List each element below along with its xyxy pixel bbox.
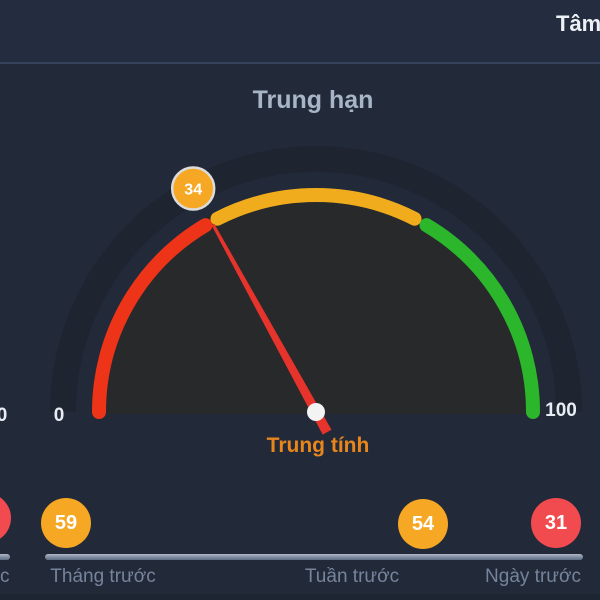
gauge-zone-red [92,218,213,419]
gauge-scale-min: 0 [54,405,65,426]
history-label-day: Ngày trước [485,566,581,587]
history-value-day: 31 [531,498,581,548]
history-label-month: Tháng trước [50,566,156,587]
history-left-clipped-bar [0,554,10,560]
adjacent-panel-title: Tâm [556,11,600,36]
history-left-clipped-label: c [0,566,10,587]
bottom-section-edge [0,594,600,600]
gauge-zone-green [419,218,540,419]
history-value-month: 59 [41,498,91,548]
gauge-value-badge-text: 34 [184,182,202,199]
gauge-title: Trung hạn [252,86,374,114]
gauge-needle-pivot [307,403,325,421]
history-value-week: 54 [398,499,448,549]
adjacent-gauge-clipped-scale-label: 0 [0,405,7,426]
history-divider-bar [45,554,583,560]
gauge-needle [211,223,332,435]
history-left-clipped-circle [0,493,11,543]
gauge-background [91,189,541,414]
gauge-zone-yellow [210,188,422,226]
gauge-scale-max: 100 [545,400,577,421]
gauge-status-label: Trung tính [266,434,370,457]
top-header-bar: Tâm [0,0,600,64]
history-label-week: Tuần trước [304,566,400,587]
gauge-outer-ring [50,146,582,413]
gauge-value-badge [170,166,216,211]
